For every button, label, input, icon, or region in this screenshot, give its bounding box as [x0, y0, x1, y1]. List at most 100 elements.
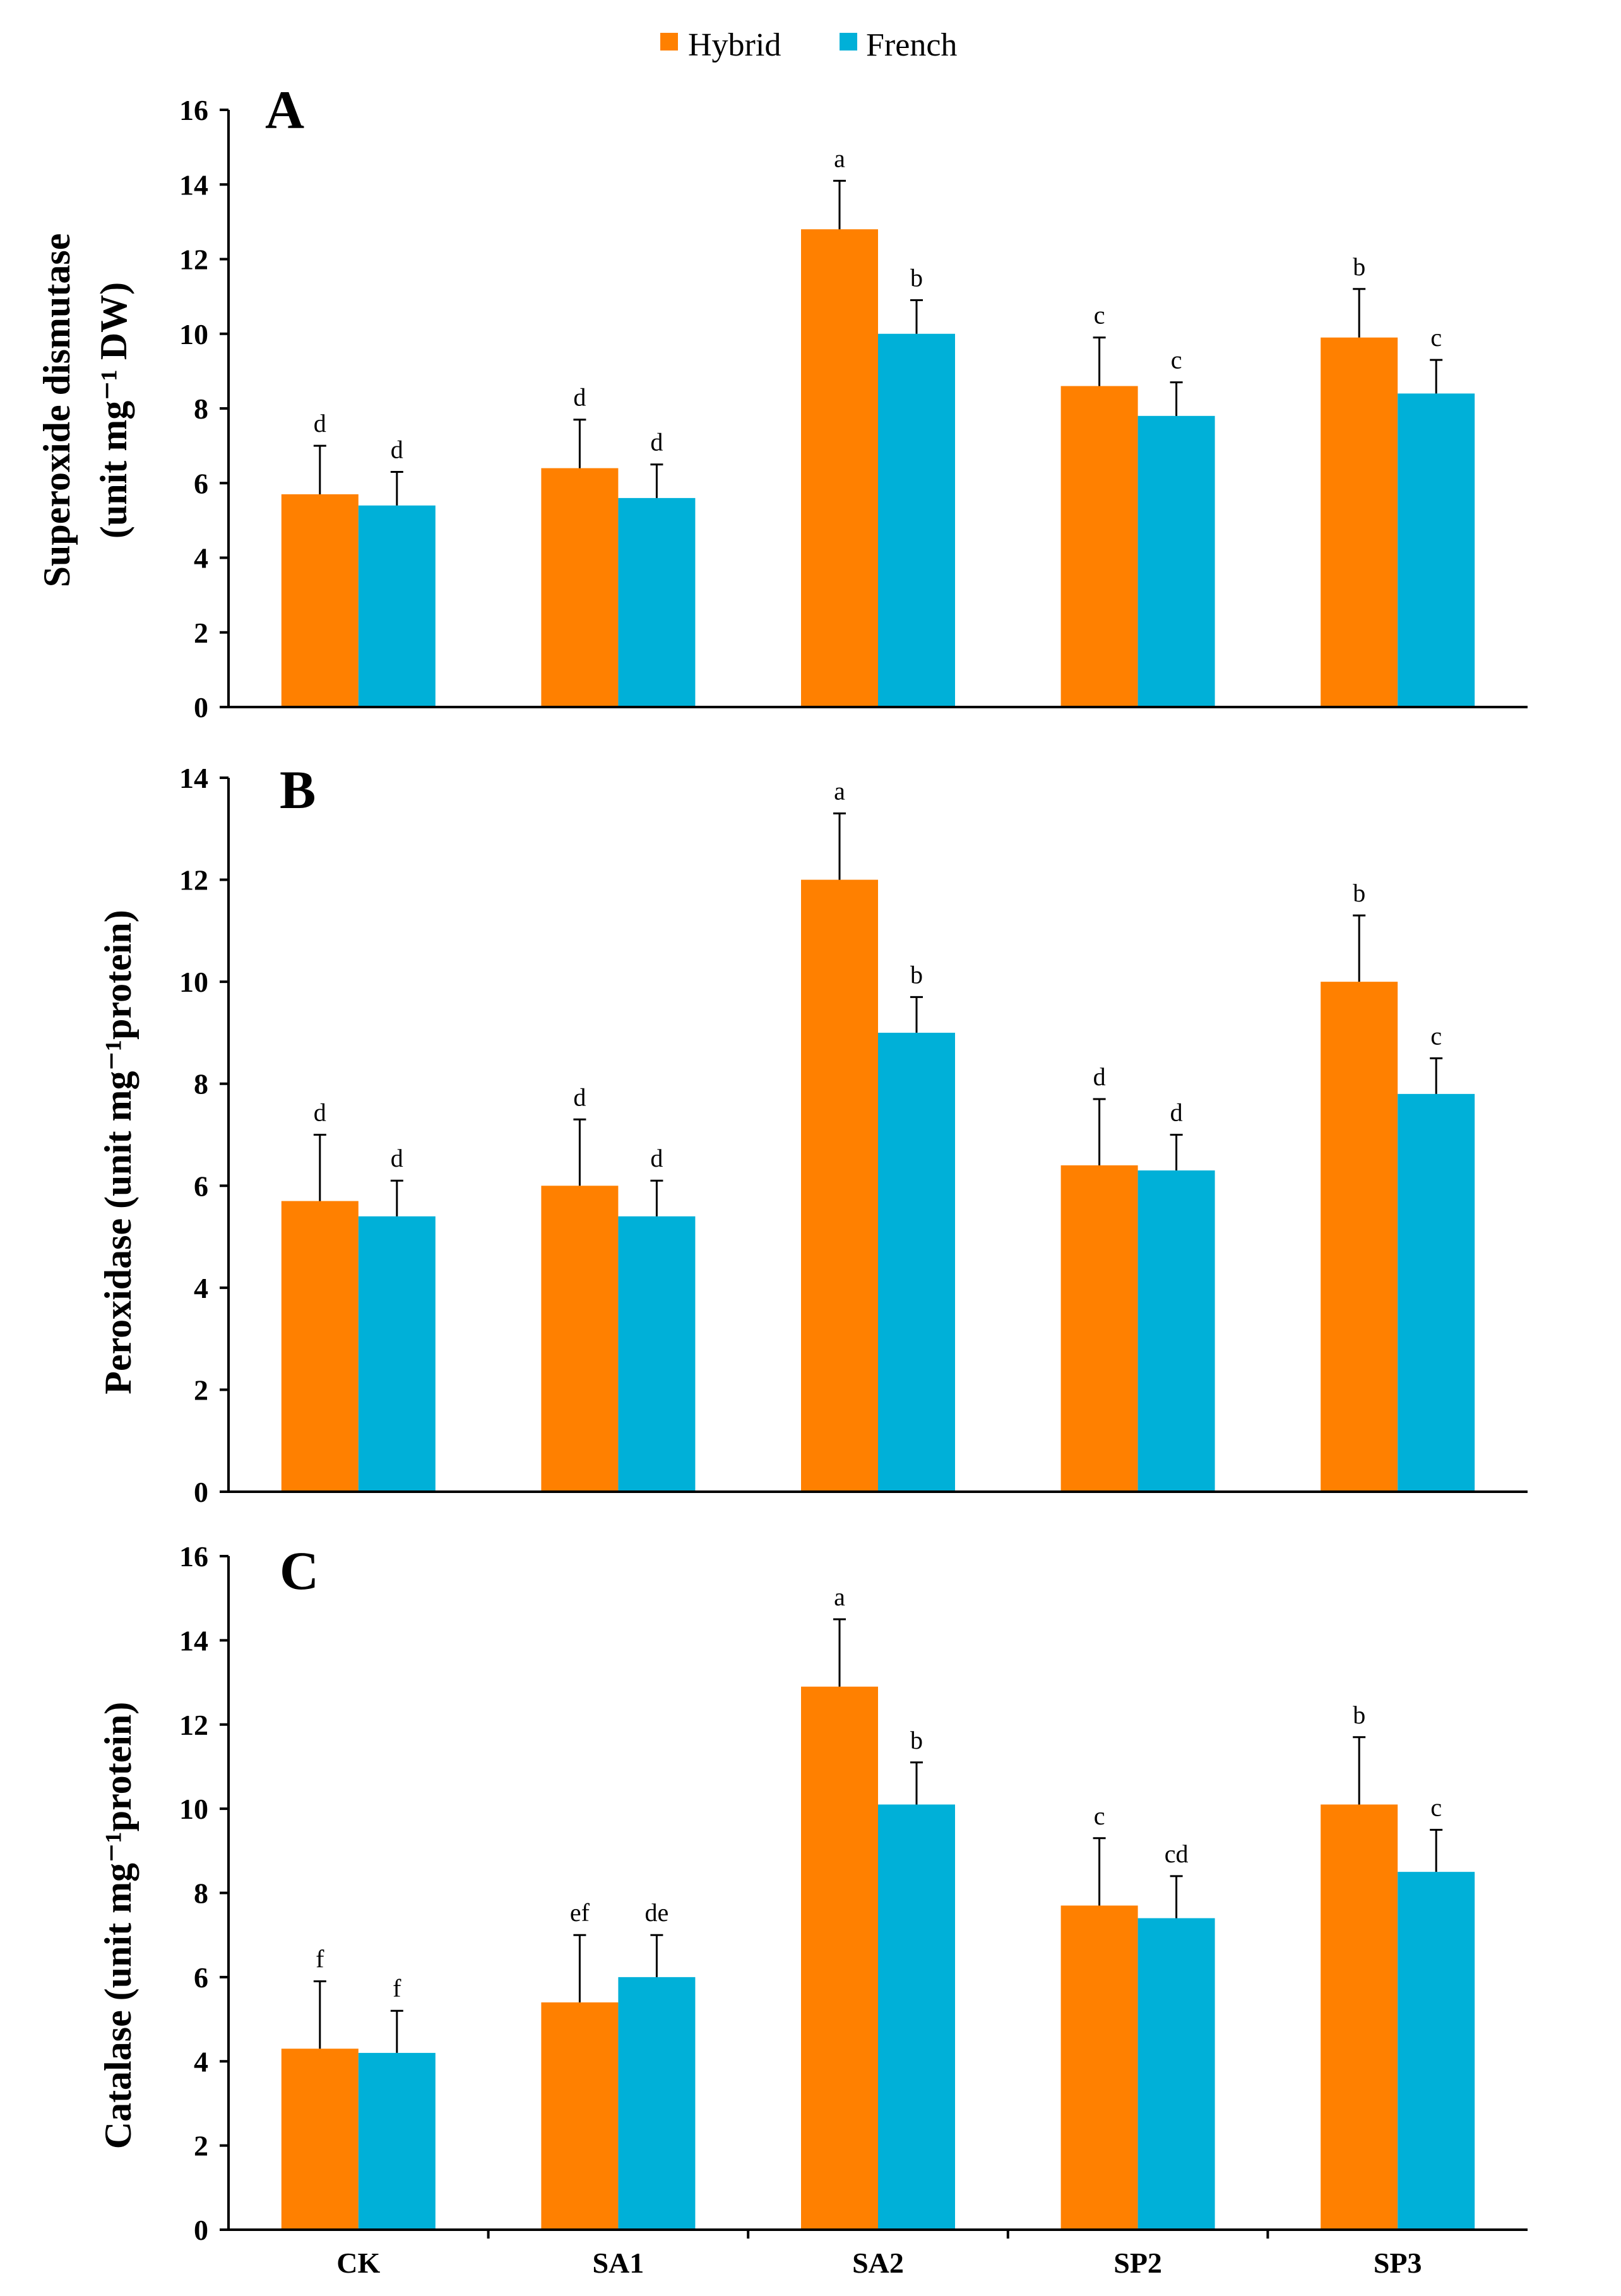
significance-letter: d [650, 428, 663, 456]
bars [281, 1686, 1475, 2230]
bar-hybrid [801, 229, 878, 707]
error-bar-hybrid [573, 1934, 586, 2002]
x-tick-label: SA2 [852, 2247, 904, 2279]
y-tick-label: 12 [179, 864, 208, 896]
bar-french [618, 497, 696, 707]
y-tick-label: 0 [194, 691, 208, 723]
y-tick-label: 8 [194, 393, 208, 425]
significance-letter: c [1171, 346, 1182, 374]
panel-b: B Peroxidase (unit mg⁻¹protein) 0 2 4 6 8 10 1… [97, 759, 1528, 1508]
significance-letter: f [393, 1974, 401, 2002]
y-tick-label: 4 [194, 1272, 208, 1304]
y-tick-label: 10 [179, 966, 208, 998]
error-bar-hybrid [1353, 914, 1366, 982]
bar-hybrid [1060, 1165, 1138, 1492]
y-tick-label: 6 [194, 1961, 208, 1994]
significance-letter: d [391, 1144, 403, 1172]
error-bar-french [1430, 1057, 1443, 1094]
y-tick-label: 12 [179, 1709, 208, 1741]
y-ticks: 0 2 4 6 8 10 12 14 16 [179, 1540, 229, 2246]
legend: Hybrid French [660, 27, 957, 63]
error-bar-hybrid [313, 444, 326, 494]
error-bar-french [650, 463, 663, 498]
error-bar-hybrid [1093, 1098, 1106, 1165]
y-axis-title-line-1: Catalase (unit mg⁻¹protein) [97, 1702, 139, 2150]
error-bar-hybrid [313, 1980, 326, 2049]
bar-hybrid [541, 1186, 619, 1492]
y-axis-title-line-1: Peroxidase (unit mg⁻¹protein) [97, 910, 139, 1394]
y-tick-label: 0 [194, 2214, 208, 2246]
y-tick-label: 16 [179, 94, 208, 126]
y-axis-title-line-1: Superoxide dismutase [36, 234, 78, 588]
error-bar-hybrid [1353, 288, 1366, 338]
bar-french [1398, 1093, 1475, 1492]
error-bar-french [390, 1179, 403, 1216]
bar-french [1137, 415, 1215, 707]
bar-french [618, 1977, 696, 2230]
y-tick-label: 2 [194, 617, 208, 649]
panel-c: C Catalase (unit mg⁻¹protein) 0 2 4 6 8 10 12 1… [97, 1540, 1528, 2279]
bars [281, 879, 1475, 1492]
significance-letter: de [645, 1898, 669, 1927]
significance-letters: d d d d a b c c b c [314, 144, 1442, 463]
significance-letter: b [910, 1726, 923, 1754]
bar-french [878, 1804, 955, 2230]
bar-hybrid [281, 494, 359, 707]
legend-label-hybrid: Hybrid [688, 27, 781, 63]
significance-letter: c [1430, 323, 1442, 352]
error-bar-hybrid [573, 1118, 586, 1186]
x-tick-label: SA1 [592, 2247, 644, 2279]
bar-hybrid [1321, 982, 1398, 1492]
y-axis-title-line-2: (unit mg⁻¹ DW) [93, 282, 134, 538]
significance-letter: b [1353, 879, 1365, 907]
significance-letter: d [1093, 1062, 1106, 1091]
significance-letter: a [834, 144, 845, 172]
bar-hybrid [281, 1201, 359, 1492]
x-tick-labels: CK SA1 SA2 SP2 SP3 [336, 2247, 1422, 2279]
bar-hybrid [541, 468, 619, 707]
bar-french [358, 2052, 436, 2230]
bar-hybrid [1321, 337, 1398, 707]
bars [281, 229, 1475, 707]
bar-french [618, 1216, 696, 1492]
error-bar-french [1430, 1828, 1443, 1872]
y-tick-label: 0 [194, 1476, 208, 1508]
error-bars [313, 1618, 1443, 2053]
bar-hybrid [1060, 1905, 1138, 2230]
y-tick-label: 4 [194, 542, 208, 574]
y-tick-label: 8 [194, 1877, 208, 1910]
error-bar-french [390, 471, 403, 506]
significance-letter: d [573, 383, 586, 412]
error-bar-french [910, 996, 923, 1033]
error-bars [313, 179, 1443, 506]
y-tick-label: 8 [194, 1068, 208, 1100]
bar-hybrid [1060, 386, 1138, 707]
error-bar-french [650, 1934, 663, 1977]
error-bar-french [650, 1179, 663, 1216]
bar-french [878, 1032, 955, 1492]
y-tick-label: 4 [194, 2045, 208, 2078]
significance-letter: a [834, 777, 845, 806]
significance-letter: b [1353, 253, 1365, 281]
y-tick-label: 14 [179, 762, 208, 794]
panel-letter: B [280, 759, 316, 820]
y-axis-title: Peroxidase (unit mg⁻¹protein) [97, 910, 139, 1394]
y-tick-label: 14 [179, 169, 208, 201]
error-bar-hybrid [313, 1134, 326, 1201]
significance-letter: c [1430, 1021, 1442, 1050]
bar-hybrid [1321, 1804, 1398, 2230]
error-bar-french [910, 1761, 923, 1805]
legend-swatch-french [840, 33, 857, 51]
bar-french [1137, 1918, 1215, 2230]
y-tick-label: 12 [179, 244, 208, 276]
significance-letters: f f ef de a b c cd b c [316, 1583, 1442, 2002]
bar-hybrid [281, 2049, 359, 2230]
significance-letter: a [834, 1583, 845, 1611]
y-ticks: 0 2 4 6 8 10 12 14 16 [179, 94, 229, 723]
bar-hybrid [801, 1686, 878, 2230]
error-bar-french [910, 299, 923, 334]
y-tick-label: 2 [194, 2130, 208, 2162]
error-bar-hybrid [573, 419, 586, 468]
legend-swatch-hybrid [660, 33, 678, 51]
significance-letter: c [1094, 1802, 1105, 1830]
